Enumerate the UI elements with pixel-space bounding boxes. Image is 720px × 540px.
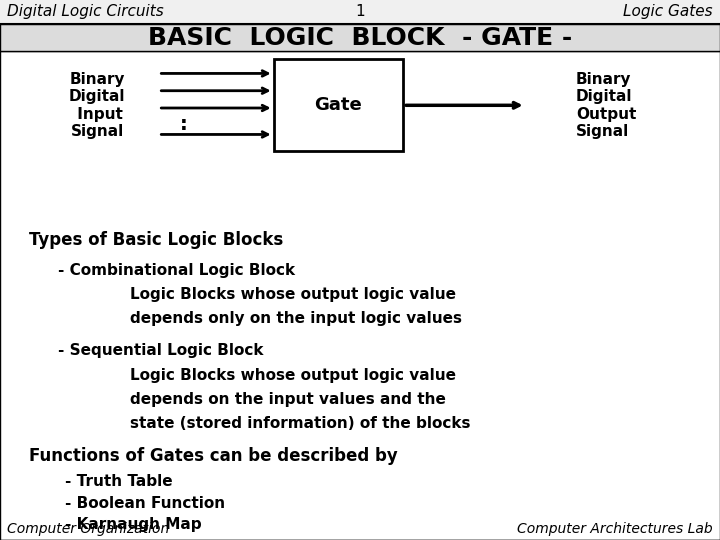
Text: Computer Architectures Lab: Computer Architectures Lab	[517, 522, 713, 536]
Text: - Boolean Function: - Boolean Function	[65, 496, 225, 511]
Text: Types of Basic Logic Blocks: Types of Basic Logic Blocks	[29, 231, 283, 249]
Bar	[0, 24, 720, 51]
Text: - Sequential Logic Block: - Sequential Logic Block	[58, 343, 263, 359]
Text: Gate: Gate	[315, 96, 362, 114]
Text: Computer Organization: Computer Organization	[7, 522, 169, 536]
Text: Logic Gates: Logic Gates	[624, 4, 713, 19]
Text: - Combinational Logic Block: - Combinational Logic Block	[58, 262, 294, 278]
Text: state (stored information) of the blocks: state (stored information) of the blocks	[130, 416, 470, 431]
Text: depends on the input values and the: depends on the input values and the	[130, 392, 446, 407]
Text: BASIC  LOGIC  BLOCK  - GATE -: BASIC LOGIC BLOCK - GATE -	[148, 26, 572, 50]
Text: - Karnaugh Map: - Karnaugh Map	[65, 517, 202, 532]
Text: 1: 1	[355, 4, 365, 19]
Text: Logic Blocks whose output logic value: Logic Blocks whose output logic value	[130, 287, 456, 302]
Text: Logic Blocks whose output logic value: Logic Blocks whose output logic value	[130, 368, 456, 383]
Bar	[274, 59, 403, 151]
Text: Binary
Digital
Output
Signal: Binary Digital Output Signal	[576, 72, 636, 139]
Text: - Truth Table: - Truth Table	[65, 474, 172, 489]
Text: :: :	[180, 115, 187, 134]
Text: depends only on the input logic values: depends only on the input logic values	[130, 311, 462, 326]
Text: Binary
Digital
 Input
Signal: Binary Digital Input Signal	[69, 72, 125, 139]
Text: Digital Logic Circuits: Digital Logic Circuits	[7, 4, 164, 19]
Text: Functions of Gates can be described by: Functions of Gates can be described by	[29, 447, 397, 465]
